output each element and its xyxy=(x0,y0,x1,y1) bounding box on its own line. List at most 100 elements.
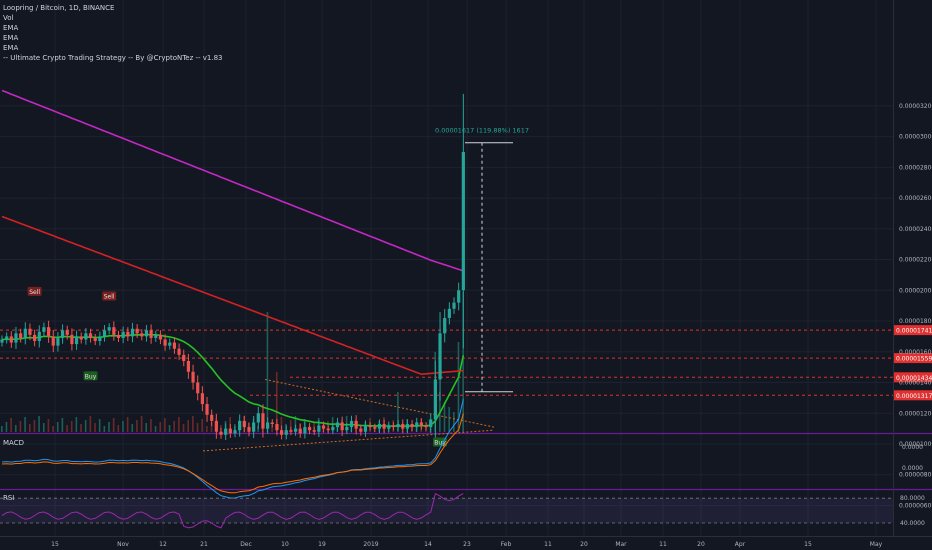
symbol-title[interactable]: Loopring / Bitcoin, 1D, BINANCE xyxy=(3,4,115,12)
macd-axis-tick: 0.0000 xyxy=(902,465,923,472)
level-label: 0.00001317 xyxy=(896,393,932,400)
candle-body xyxy=(205,404,209,415)
time-axis-tick: 10 xyxy=(281,541,289,548)
candle-body xyxy=(47,327,51,337)
candle-body xyxy=(457,290,461,303)
time-axis-tick: Feb xyxy=(501,541,512,548)
candle-body xyxy=(60,330,65,338)
indicator-vol[interactable]: Vol xyxy=(3,14,14,22)
volume-bar xyxy=(457,342,460,432)
candle-body xyxy=(382,424,386,429)
volume-bar xyxy=(266,312,269,432)
ema-fast-line xyxy=(1,333,465,428)
indicator-ema-1[interactable]: EMA xyxy=(3,24,19,32)
volume-bar xyxy=(187,420,189,432)
signal-markers: Sell Sell Buy Buy xyxy=(27,286,448,447)
candle-body xyxy=(144,330,149,337)
candle-body xyxy=(377,424,382,429)
grid-lines xyxy=(0,0,932,537)
volume-bar xyxy=(136,420,138,432)
volume-bar xyxy=(294,416,297,432)
volume-bar xyxy=(75,417,78,432)
indicator-ema-3[interactable]: EMA xyxy=(3,44,19,52)
ema-mid-line xyxy=(1,215,464,376)
indicator-strategy[interactable]: -- Ultimate Crypto Trading Strategy -- B… xyxy=(3,54,223,62)
candle-body xyxy=(84,333,88,340)
candle-body xyxy=(0,339,4,343)
volume-bar xyxy=(150,419,152,432)
volume-bar xyxy=(80,424,82,432)
candle-body xyxy=(14,333,18,343)
triangle-trendlines[interactable] xyxy=(202,378,495,452)
candle-body xyxy=(233,430,237,434)
volume-bar xyxy=(173,421,176,432)
axes: 0.00003200 0.00003000 0.00002800 0.00002600… xyxy=(51,103,932,548)
horizontal-levels[interactable]: 0.00001741 0.00001559 0.00001434 0.00001317 xyxy=(0,325,932,401)
candle-body xyxy=(154,334,158,338)
volume-bar xyxy=(257,426,259,432)
rsi-label[interactable]: RSI xyxy=(3,494,15,502)
candle-body xyxy=(149,330,153,338)
chart-legend: Loopring / Bitcoin, 1D, BINANCE Vol EMA … xyxy=(3,3,223,63)
candle-body xyxy=(433,379,437,420)
rsi-axis-tick: 40.0000 xyxy=(900,520,925,527)
price-axis-tick: 0.00001400 xyxy=(899,380,932,387)
time-axis-tick: Dec xyxy=(240,541,252,548)
candle-body xyxy=(331,427,335,431)
candle-body xyxy=(415,422,419,428)
time-axis-tick: 20 xyxy=(580,541,588,548)
volume-bar xyxy=(145,423,148,432)
signal-text: Buy xyxy=(85,373,97,380)
volume-bar xyxy=(14,425,17,432)
candle-body xyxy=(126,331,130,337)
candle-body xyxy=(182,354,186,362)
volume-bar xyxy=(196,423,199,432)
signal-text: Buy xyxy=(434,439,446,446)
volume-bar xyxy=(112,418,115,432)
candle-body xyxy=(42,327,46,332)
volume-bar xyxy=(89,416,92,432)
price-range-measure[interactable]: 0.00001617 (119.88%) 1617 xyxy=(435,127,529,393)
rsi-axis-tick: 80.0000 xyxy=(900,495,925,502)
volume-bar xyxy=(103,426,106,432)
candle-body xyxy=(196,382,200,394)
indicator-ema-2[interactable]: EMA xyxy=(3,34,19,42)
level-label-bg xyxy=(894,353,932,364)
candle-body xyxy=(280,430,284,435)
time-axis-tick: 14 xyxy=(424,541,432,548)
macd-label[interactable]: MACD xyxy=(3,439,24,447)
volume-bar xyxy=(10,418,12,432)
candle-body xyxy=(79,336,83,340)
volume-bar xyxy=(192,416,194,432)
candle-body xyxy=(5,336,9,340)
volume-bar xyxy=(56,422,59,432)
volume-bar xyxy=(122,421,124,432)
candle-body xyxy=(116,334,121,338)
candle-body xyxy=(419,422,423,426)
time-axis-tick: 11 xyxy=(659,541,667,548)
signal-badge xyxy=(102,291,117,301)
candle-body xyxy=(335,422,340,428)
time-axis-tick: 20 xyxy=(697,541,705,548)
candle-body xyxy=(214,420,218,432)
candle-body xyxy=(317,425,321,432)
candle-body xyxy=(102,330,107,337)
candle-body xyxy=(19,333,23,338)
upper-trendline xyxy=(264,378,495,428)
candle-body xyxy=(266,422,270,429)
candle-body xyxy=(163,339,167,346)
candle-body xyxy=(247,427,251,432)
volume-bar xyxy=(210,422,213,432)
candle-body xyxy=(391,425,396,428)
lower-trendline xyxy=(202,429,495,452)
macd-signal-line xyxy=(1,413,464,494)
level-label-bg xyxy=(894,325,932,336)
candle-body xyxy=(51,336,55,346)
volume-bar xyxy=(448,407,450,432)
rsi-line xyxy=(1,492,464,529)
signal-badge xyxy=(433,437,448,447)
candle-body xyxy=(410,424,414,428)
price-axis-tick: 0.00001200 xyxy=(899,410,932,417)
price-axis-tick: 0.00003000 xyxy=(899,134,932,141)
